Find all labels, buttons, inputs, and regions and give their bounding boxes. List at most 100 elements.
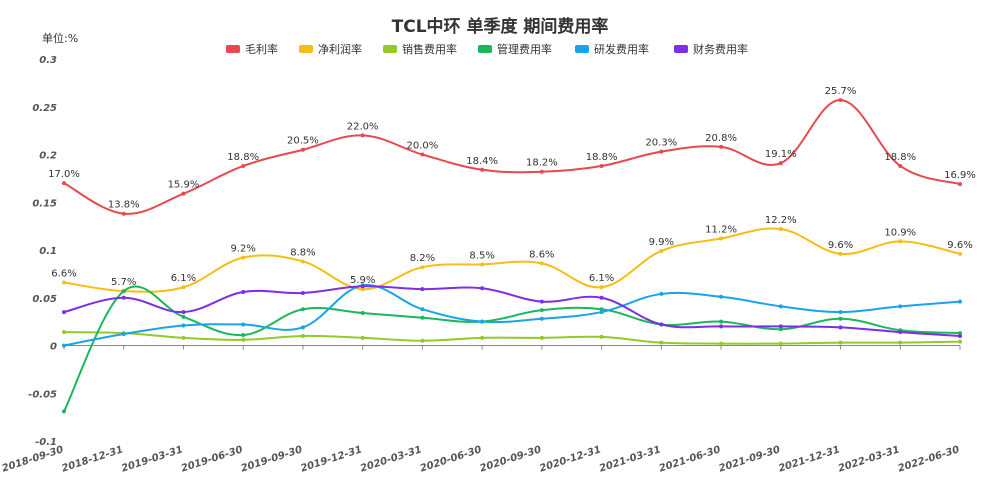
data-point <box>778 341 783 346</box>
data-point <box>838 325 843 330</box>
data-point <box>121 295 126 300</box>
series-line <box>63 285 961 412</box>
data-point <box>778 304 783 309</box>
data-point <box>360 133 365 138</box>
data-point <box>659 340 664 345</box>
data-point <box>659 149 664 154</box>
data-point <box>719 294 724 299</box>
x-tick-label: 2020-06-30 <box>419 444 483 474</box>
data-point <box>62 181 66 186</box>
data-point <box>898 330 903 335</box>
data-label: 6.1% <box>171 273 196 284</box>
data-label: 5.7% <box>111 277 136 288</box>
data-point <box>838 340 843 345</box>
data-point <box>181 285 186 290</box>
data-point <box>599 295 604 300</box>
data-label: 20.8% <box>705 133 737 144</box>
data-point <box>480 335 485 340</box>
series-0 <box>62 98 962 216</box>
x-tick-label: 2022-06-30 <box>897 444 961 474</box>
chart-title: TCL中环 单季度 期间费用率 <box>392 16 609 37</box>
legend-item[interactable]: 管理费用率 <box>478 42 552 56</box>
legend-label: 财务费用率 <box>693 42 748 56</box>
x-tick-label: 2019-06-30 <box>180 444 244 474</box>
data-label: 25.7% <box>825 86 857 97</box>
data-point <box>300 325 305 330</box>
data-point <box>838 310 843 315</box>
data-label: 9.9% <box>649 237 674 248</box>
data-label: 8.6% <box>529 249 554 260</box>
legend-swatch <box>383 45 397 53</box>
data-point <box>62 330 66 335</box>
y-tick-label: 0.15 <box>32 198 57 209</box>
data-label: 19.1% <box>765 149 797 160</box>
data-point <box>659 291 664 296</box>
data-point <box>838 98 843 103</box>
data-point <box>838 251 843 256</box>
data-label: 9.6% <box>828 240 853 251</box>
data-point <box>360 335 365 340</box>
data-label: 22.0% <box>347 121 379 132</box>
data-point <box>719 236 724 241</box>
legend-swatch <box>299 45 313 53</box>
data-point <box>121 332 126 337</box>
data-point <box>241 332 246 337</box>
legend-item[interactable]: 销售费用率 <box>383 42 457 56</box>
x-tick-label: 2021-06-30 <box>658 444 722 474</box>
legend-item[interactable]: 研发费用率 <box>575 42 649 56</box>
data-point <box>778 324 783 329</box>
series-4 <box>62 283 962 348</box>
data-point <box>539 335 544 340</box>
data-point <box>360 311 365 316</box>
x-tick-label: 2019-09-30 <box>240 444 304 474</box>
legend-item[interactable]: 毛利率 <box>226 42 278 56</box>
data-point <box>241 163 246 168</box>
data-point <box>420 338 425 343</box>
data-point <box>898 340 903 345</box>
series-5 <box>62 284 962 338</box>
data-point <box>181 314 186 319</box>
data-point <box>360 287 365 292</box>
legend-item[interactable]: 财务费用率 <box>674 42 748 56</box>
series-line <box>63 227 961 293</box>
data-point <box>719 319 724 324</box>
data-label: 5.9% <box>350 275 375 286</box>
data-label: 20.3% <box>645 138 677 149</box>
x-tick-label: 2021-03-31 <box>598 444 662 474</box>
data-label-layer: 17.0% 13.8% 15.9% 18.8% 20.5% 22.0% 20.0% 18.4%… <box>48 86 976 288</box>
series-3 <box>62 285 962 414</box>
data-point <box>480 262 485 267</box>
legend: 毛利率 净利润率 销售费用率 管理费用率 研发费用率 财务费用率 <box>226 42 748 56</box>
x-tick-label: 2021-09-30 <box>717 444 781 474</box>
data-label: 16.9% <box>944 170 976 181</box>
legend-swatch <box>575 45 589 53</box>
x-tick-label: 2021-12-31 <box>777 444 841 474</box>
legend-swatch <box>674 45 688 53</box>
data-point <box>420 287 425 292</box>
unit-label: 单位:% <box>42 31 78 45</box>
data-label: 9.2% <box>230 244 255 255</box>
data-point <box>599 163 604 168</box>
data-point <box>241 255 246 260</box>
data-label: 18.2% <box>526 158 558 169</box>
data-point <box>121 289 126 294</box>
data-point <box>599 310 604 315</box>
data-point <box>659 248 664 253</box>
data-label: 8.2% <box>410 253 435 264</box>
data-label: 18.8% <box>884 152 916 163</box>
y-tick-label: -0.05 <box>28 389 57 400</box>
data-point <box>719 144 724 149</box>
data-point <box>539 261 544 266</box>
data-point <box>778 161 783 166</box>
series-line <box>63 284 961 347</box>
x-tick-label: 2022-03-31 <box>837 444 901 474</box>
data-point <box>958 182 962 187</box>
data-point <box>958 331 962 336</box>
data-point <box>181 323 186 328</box>
legend-item[interactable]: 净利润率 <box>299 42 362 56</box>
data-label: 20.0% <box>407 141 439 152</box>
data-point <box>300 333 305 338</box>
data-point <box>599 334 604 339</box>
data-point <box>420 152 425 157</box>
data-point <box>300 147 305 152</box>
